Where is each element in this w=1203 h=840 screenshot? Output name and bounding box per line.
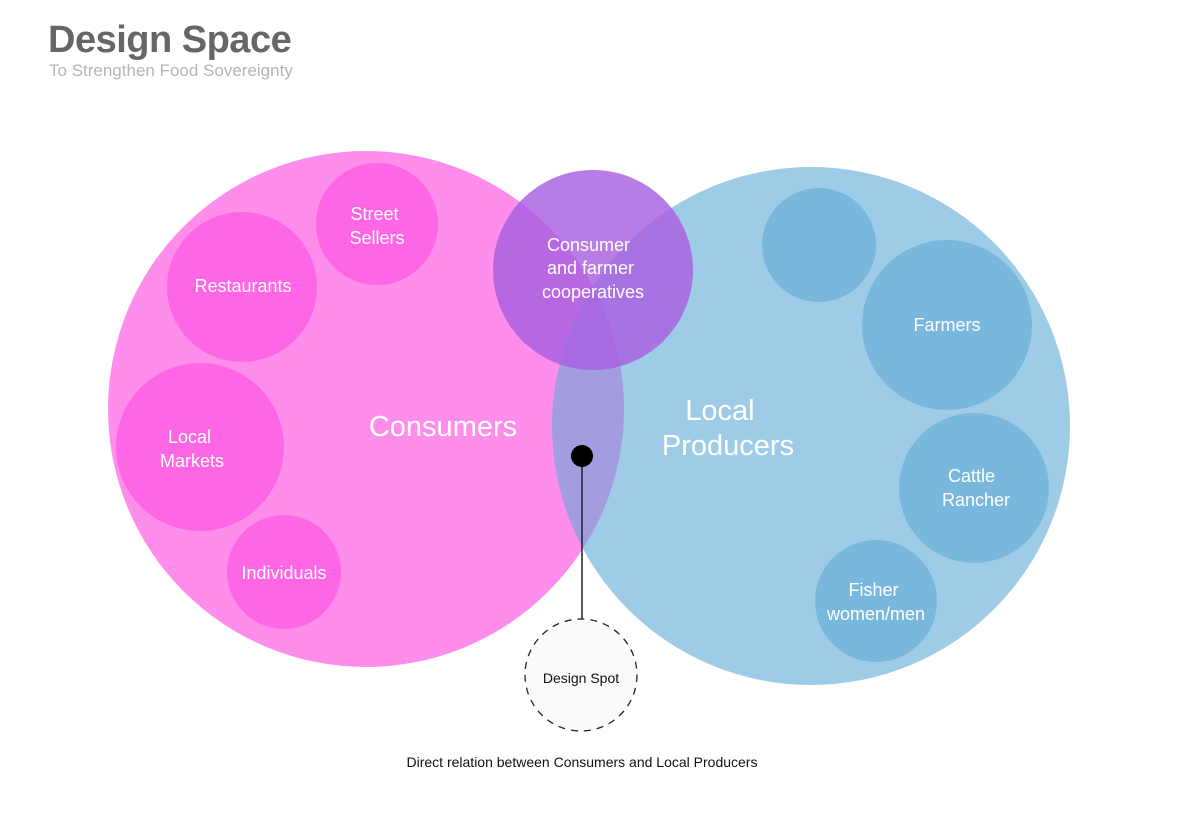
individuals-label: Individuals xyxy=(241,563,326,583)
fisher-label: Fisher women/men xyxy=(826,580,925,624)
farmers-label: Farmers xyxy=(914,315,981,335)
fisher-bubble xyxy=(815,540,937,662)
design-spot-marker xyxy=(571,445,593,467)
design-spot-caption: Direct relation between Consumers and Lo… xyxy=(407,754,758,770)
cattle-rancher-bubble xyxy=(899,413,1049,563)
individuals-bubble xyxy=(227,515,341,629)
cooperatives-label: Consumer and farmer cooperatives xyxy=(542,235,644,302)
street-sellers-label: Street Sellers xyxy=(349,204,404,248)
restaurants-label: Restaurants xyxy=(194,276,291,296)
restaurants-bubble xyxy=(167,212,317,362)
cattle-rancher-label: Cattle Rancher xyxy=(942,466,1010,510)
farmers-bubble xyxy=(862,240,1032,410)
consumers-label: Consumers xyxy=(369,411,517,443)
page-title: Design Space xyxy=(48,19,292,61)
design-spot-circle xyxy=(524,618,638,732)
design-spot-label: Design Spot xyxy=(543,670,619,686)
local-markets-label: Local Markets xyxy=(160,427,224,471)
local-markets-bubble xyxy=(116,363,284,531)
cooperatives-bubble xyxy=(493,170,693,370)
page-subtitle: To Strengthen Food Sovereignty xyxy=(49,61,293,80)
street-sellers-bubble xyxy=(316,163,438,285)
unlabeled-producer-bubble xyxy=(762,188,876,302)
local-producers-label: Local Producers xyxy=(662,395,794,462)
